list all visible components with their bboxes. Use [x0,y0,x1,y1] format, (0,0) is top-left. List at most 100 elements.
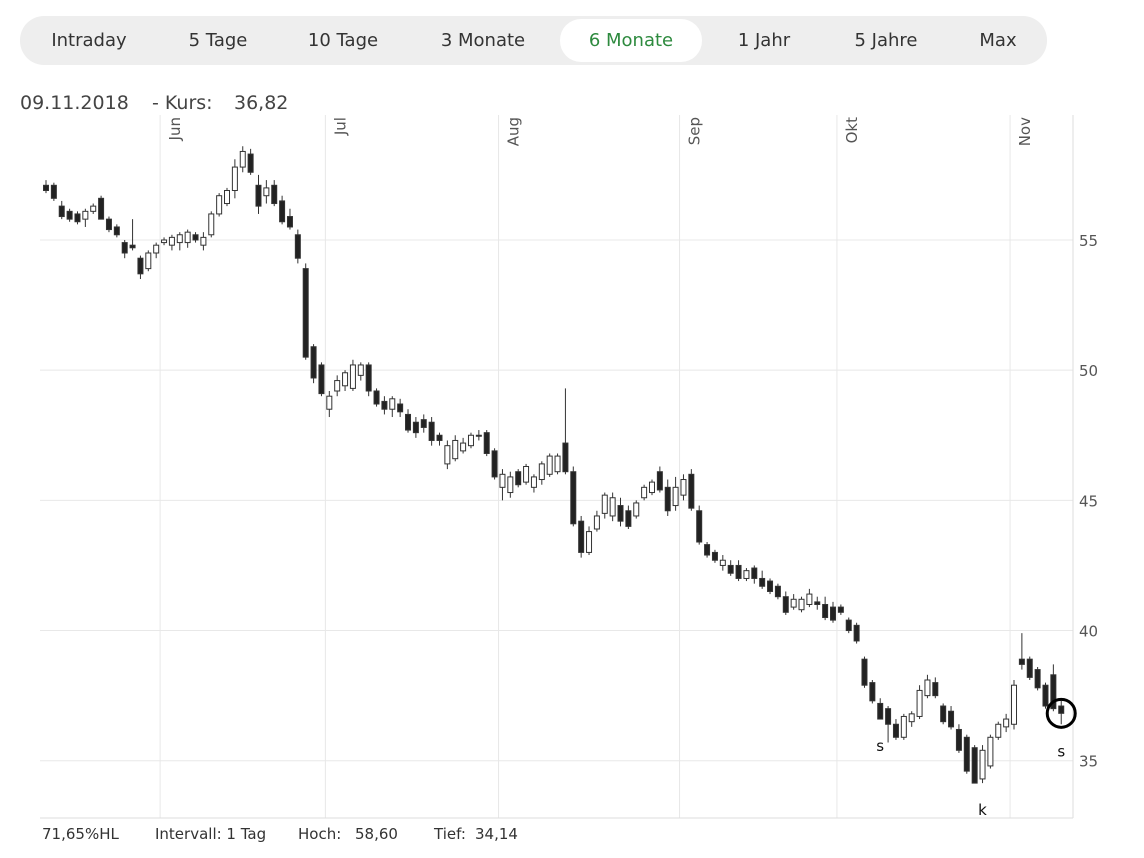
candle-body [208,213,215,236]
candle-body [869,682,876,702]
candle-body [1042,684,1049,707]
candle-body [184,231,191,244]
candle-body [121,242,128,254]
candle-body [318,364,325,395]
candle-body [617,505,624,522]
candle-body [861,658,868,686]
candle-body [1003,718,1010,728]
candle-body [113,226,120,236]
x-tick-label: Nov [1016,117,1034,146]
candle-body [82,210,89,220]
candle-body [955,728,962,751]
candle-body [680,479,687,496]
y-tick-label: 55 [1079,232,1098,250]
candle-body [885,708,892,725]
candle-body [58,205,65,218]
candle-body [932,682,939,697]
candle-body [239,150,246,168]
candle-body [1026,658,1033,678]
candle-body [743,570,750,579]
y-tick-label: 40 [1079,623,1098,641]
candle-body [460,442,467,452]
candle-body [74,213,81,223]
candle-body [704,544,711,556]
info-price: 36,82 [234,92,288,114]
tab[interactable]: Intraday [51,30,127,51]
x-tick-label: Okt [843,117,861,143]
candle-body [286,216,293,228]
annotation: k [978,801,987,819]
candle-body [908,713,915,723]
candle-body [735,564,742,579]
candle-body [822,603,829,619]
candle-body [664,486,671,512]
candle-body [224,190,231,205]
candle-body [145,252,152,270]
tab[interactable]: 1 Jahr [738,30,791,51]
candle-body [475,434,482,437]
candle-body [641,486,648,499]
candle-body [554,455,561,473]
candle-body [995,723,1002,738]
candle-body [271,184,278,205]
candle-body [767,580,774,592]
candle-body [916,689,923,717]
candle-body [830,606,836,621]
candle-body [593,515,600,530]
candle-body [751,567,758,579]
candle-body [43,184,49,192]
candle-body [759,577,766,587]
candle-body [412,421,419,434]
candle-body [66,210,73,220]
candle-body [562,442,569,473]
candle-body [727,564,734,574]
candle-body [231,166,238,192]
candle-body [782,596,789,613]
tab[interactable]: 5 Jahre [855,30,918,51]
candle-body [216,195,223,215]
candle-body [963,736,970,772]
footer-low-label: Tief: [433,825,466,843]
tab[interactable]: 5 Tage [189,30,248,51]
candle-body [672,486,679,507]
candle-body [648,481,655,494]
candle-body [578,520,585,553]
candle-body [987,736,994,767]
candle-body [515,471,522,486]
candle-body [719,559,726,566]
tab[interactable]: 3 Monate [441,30,525,51]
annotation: s [1057,742,1065,760]
candle-body [609,497,616,517]
candle-body [90,205,97,212]
candle-body [381,400,388,410]
candle-body [255,184,262,207]
candle-body [696,510,703,543]
candle-body [294,234,301,259]
candle-body [586,531,593,553]
candle-body [507,476,514,494]
tab[interactable]: 6 Monate [589,30,673,51]
candle-body [428,421,435,441]
candle-body [310,346,317,379]
candle-body [1050,674,1057,710]
candle-body [349,364,356,389]
candle-body [491,450,498,478]
footer-high: 58,60 [355,825,398,843]
candle-body [971,747,978,784]
candle-body [530,476,537,488]
tab[interactable]: 10 Tage [308,30,378,51]
candle-body [405,413,412,431]
candle-body [153,244,160,254]
candle-body [853,624,860,642]
candle-body [373,390,380,405]
tab[interactable]: Max [979,30,1017,51]
candle-body [161,239,168,244]
candle-body [523,466,530,483]
candle-body [1011,684,1018,725]
x-tick-label: Aug [505,117,523,146]
candle-body [420,419,427,428]
candle-body [200,236,207,246]
candle-body [806,593,813,605]
